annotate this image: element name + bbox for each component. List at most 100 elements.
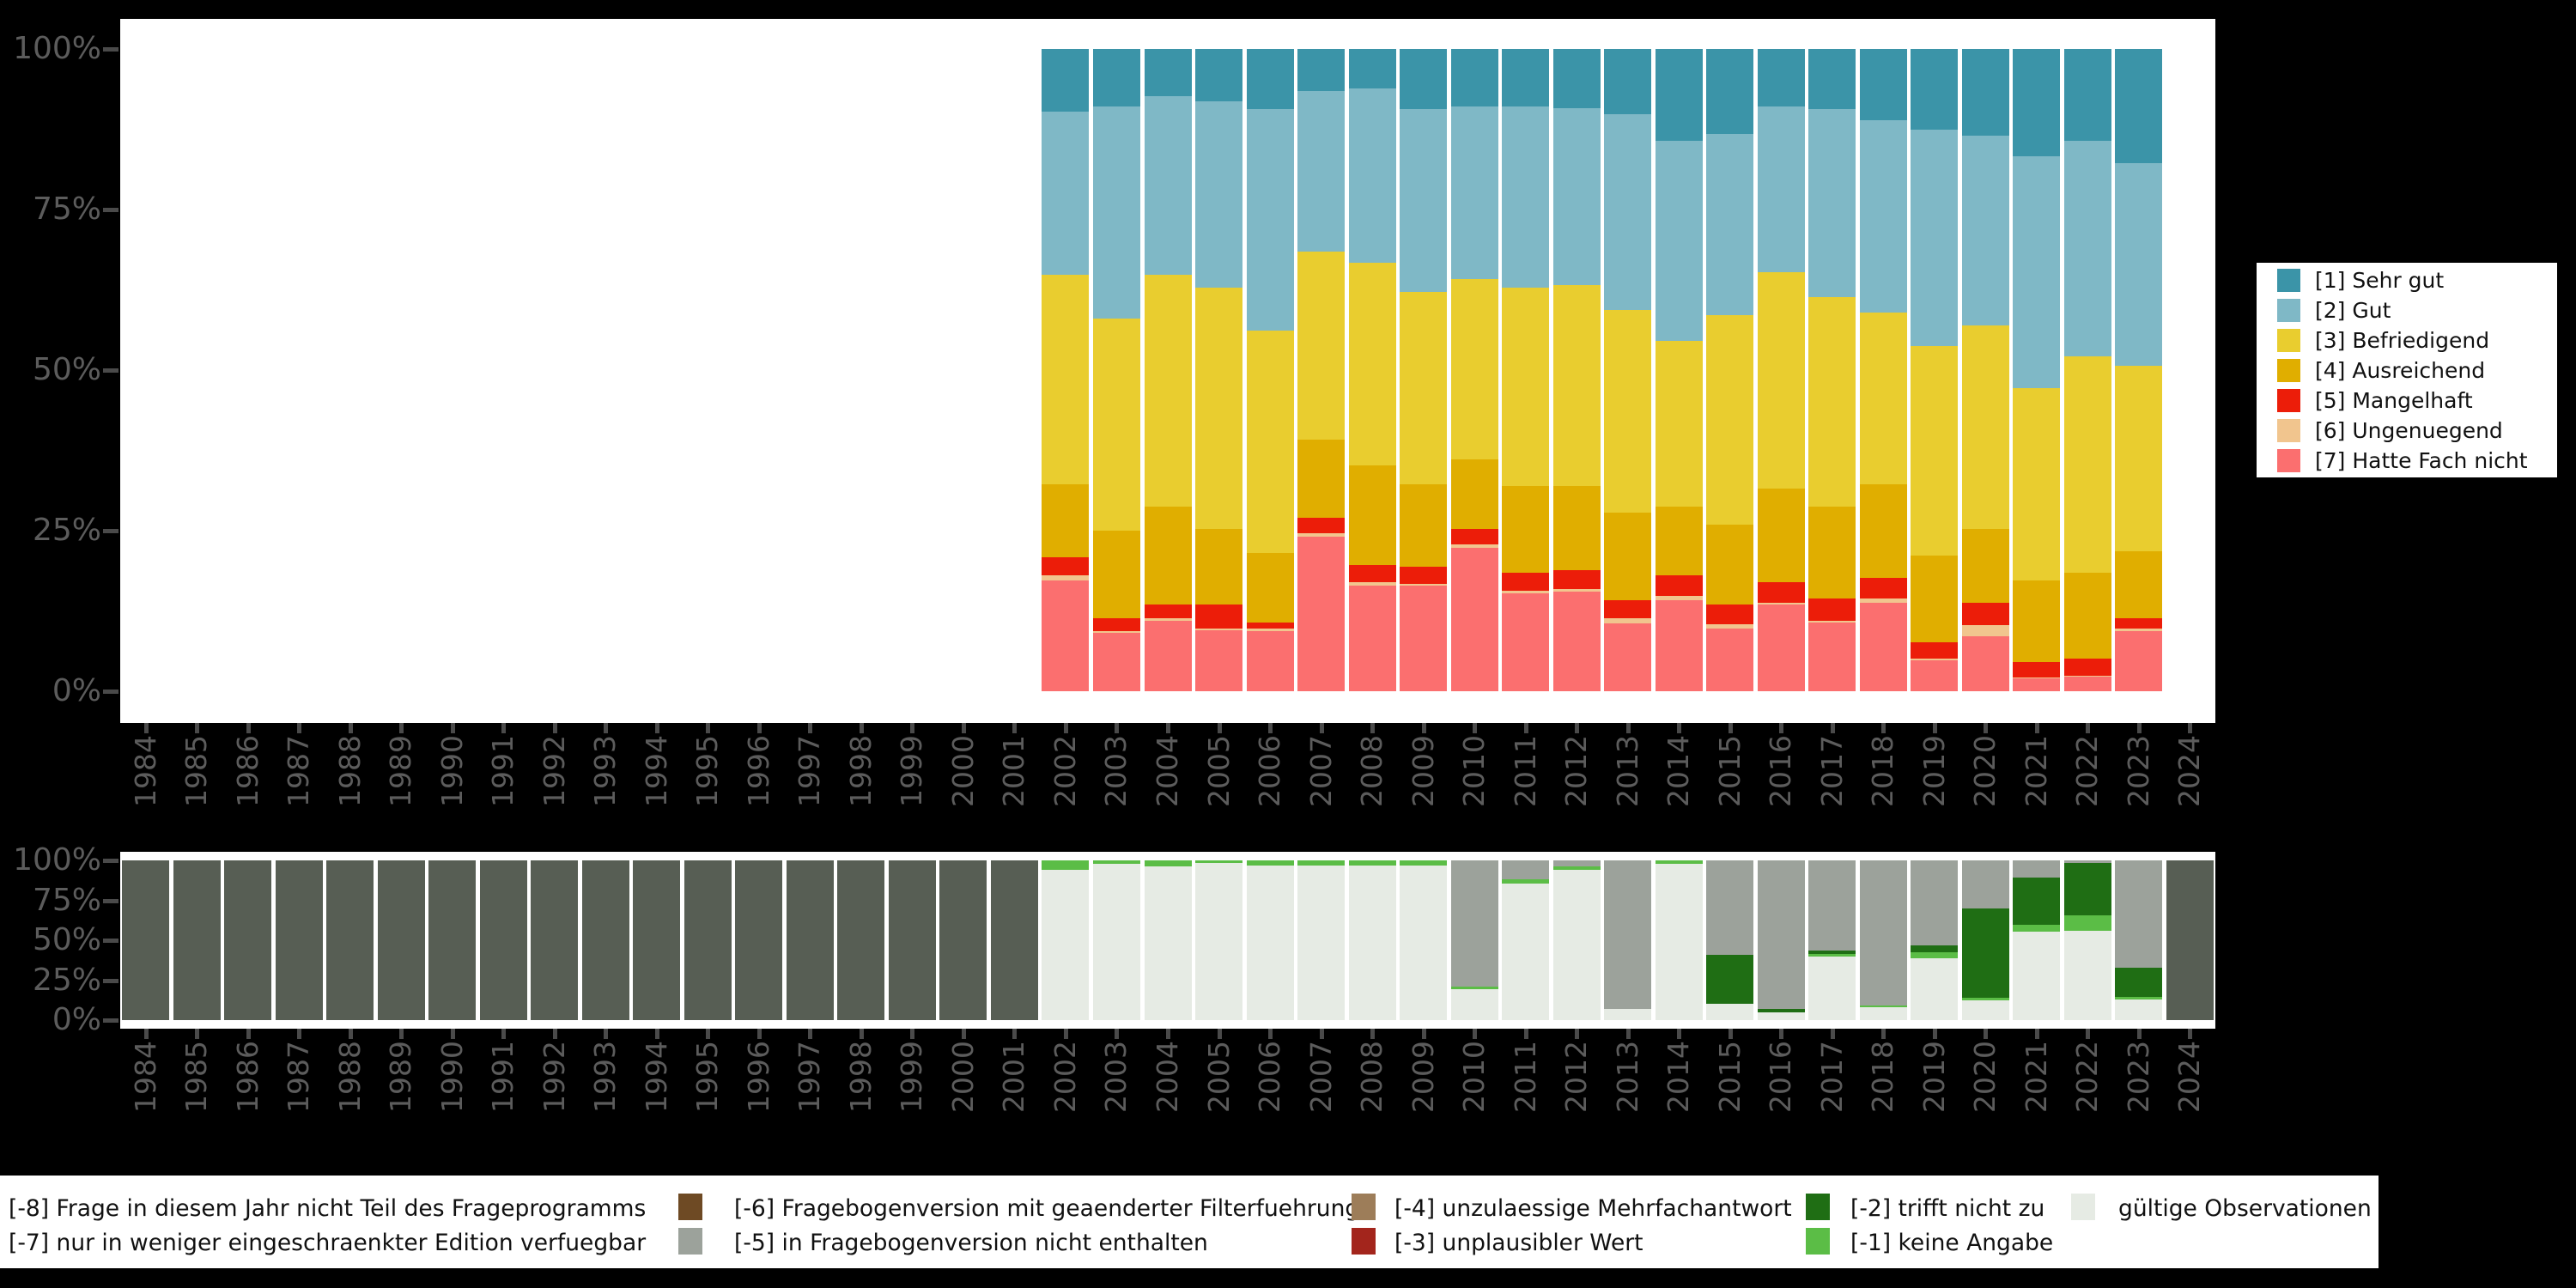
bar-segment bbox=[1655, 506, 1703, 576]
x-axis-label: 2019 bbox=[1917, 735, 1951, 807]
x-axis-tick bbox=[246, 1029, 251, 1039]
x-axis-tick bbox=[1984, 723, 1989, 733]
bar-segment bbox=[1502, 287, 1550, 487]
x-axis-tick bbox=[1932, 723, 1937, 733]
x-axis-label: 1997 bbox=[793, 735, 827, 807]
legend-item: [7] Hatte Fach nicht bbox=[2277, 448, 2557, 473]
y-axis-tick bbox=[103, 859, 118, 863]
bar-segment bbox=[1400, 109, 1448, 293]
x-axis-label: 1992 bbox=[537, 735, 571, 807]
x-axis-label: 2014 bbox=[1662, 735, 1696, 807]
x-axis-label: 1987 bbox=[282, 1041, 316, 1113]
x-axis-label: 2011 bbox=[1508, 1041, 1542, 1113]
x-axis-tick bbox=[1370, 723, 1376, 733]
bar-segment bbox=[633, 860, 681, 1020]
bar-segment bbox=[1757, 860, 1805, 1009]
bar-segment bbox=[1195, 288, 1242, 529]
legend-swatch bbox=[2277, 358, 2300, 382]
x-axis-tick bbox=[706, 723, 711, 733]
x-axis-label: 2018 bbox=[1866, 735, 1900, 807]
x-axis-label: 2010 bbox=[1457, 1041, 1492, 1113]
x-axis-tick bbox=[501, 723, 507, 733]
x-axis-tick bbox=[910, 1029, 915, 1039]
bar-segment bbox=[1706, 629, 1754, 691]
x-axis-label: 1987 bbox=[282, 735, 316, 807]
x-axis-tick bbox=[654, 723, 659, 733]
y-axis-tick bbox=[103, 939, 118, 943]
bar-segment bbox=[1859, 120, 1907, 313]
legend-swatch bbox=[2277, 298, 2300, 322]
x-axis-label: 1998 bbox=[843, 1041, 878, 1113]
x-axis-tick bbox=[1166, 1029, 1170, 1039]
bar-segment bbox=[1348, 465, 1396, 565]
x-axis-tick bbox=[552, 723, 557, 733]
legend-label: [-5] in Fragebogenversion nicht enthalte… bbox=[734, 1230, 1208, 1256]
bar-segment bbox=[2115, 365, 2163, 551]
bar-segment bbox=[1808, 507, 1856, 598]
bar-segment bbox=[1092, 863, 1140, 1020]
bar-segment bbox=[1450, 986, 1498, 989]
bar-segment bbox=[2013, 580, 2061, 663]
x-axis-label: 1993 bbox=[588, 1041, 623, 1113]
x-axis-label: 2001 bbox=[997, 735, 1031, 807]
x-axis-label: 1985 bbox=[179, 735, 214, 807]
bar-segment bbox=[1808, 951, 1856, 954]
bar-segment bbox=[1195, 862, 1242, 1020]
x-axis-tick bbox=[1319, 723, 1324, 733]
bar-segment bbox=[1961, 49, 2009, 136]
x-axis-tick bbox=[1319, 1029, 1324, 1039]
bar-segment bbox=[1450, 459, 1498, 529]
bar-segment bbox=[1297, 439, 1346, 519]
bar-segment bbox=[1604, 113, 1652, 310]
x-axis-tick bbox=[2034, 1029, 2039, 1039]
x-axis-tick bbox=[1217, 723, 1222, 733]
y-axis-label: 25% bbox=[32, 513, 101, 548]
x-axis-label: 1992 bbox=[537, 1041, 571, 1113]
legend-label: [6] Ungenuegend bbox=[2315, 417, 2503, 443]
x-axis-label: 2024 bbox=[2172, 735, 2207, 807]
bar-segment bbox=[1502, 106, 1550, 288]
x-axis-label: 2009 bbox=[1406, 735, 1440, 807]
bar-segment bbox=[1348, 581, 1396, 586]
bar-segment bbox=[1808, 598, 1856, 621]
x-axis-label: 2016 bbox=[1764, 735, 1798, 807]
x-axis-label: 2014 bbox=[1662, 1041, 1696, 1113]
x-axis-tick bbox=[2034, 723, 2039, 733]
x-axis-tick bbox=[1268, 723, 1273, 733]
x-axis-label: 2007 bbox=[1303, 735, 1338, 807]
legend-label: [7] Hatte Fach nicht bbox=[2315, 447, 2528, 473]
bar-segment bbox=[2115, 999, 2163, 1020]
bar-segment bbox=[1092, 860, 1140, 864]
x-axis-label: 2006 bbox=[1253, 1041, 1287, 1113]
x-axis-label: 2004 bbox=[1151, 1041, 1184, 1113]
bar-segment bbox=[1911, 658, 1959, 661]
x-axis-label: 2018 bbox=[1866, 1041, 1900, 1113]
bar-segment bbox=[1911, 49, 1959, 130]
legend-swatch bbox=[2277, 448, 2300, 472]
bar-segment bbox=[1604, 623, 1652, 691]
bar-segment bbox=[1042, 575, 1090, 580]
bar-segment bbox=[1502, 49, 1550, 107]
x-axis-tick bbox=[1166, 723, 1170, 733]
x-axis-tick bbox=[297, 723, 302, 733]
bar-segment bbox=[1348, 49, 1396, 89]
bar-segment bbox=[2013, 49, 2061, 156]
legend-swatch bbox=[2277, 328, 2300, 352]
y-axis-tick bbox=[103, 690, 118, 694]
bar-segment bbox=[1144, 617, 1192, 622]
legend-item: [3] Befriedigend bbox=[2277, 328, 2557, 353]
x-axis-tick bbox=[143, 723, 149, 733]
x-axis-label: 2020 bbox=[1968, 735, 2002, 807]
x-axis-tick bbox=[1063, 1029, 1068, 1039]
bar-segment bbox=[1144, 605, 1192, 618]
bar-segment bbox=[1859, 1005, 1907, 1008]
bar-segment bbox=[1757, 1012, 1805, 1020]
bar-segment bbox=[1655, 49, 1703, 141]
x-axis-tick bbox=[808, 723, 813, 733]
x-axis-tick bbox=[1575, 1029, 1580, 1039]
legend-label: [-1] keine Angabe bbox=[1850, 1230, 2054, 1256]
legend-label: gültige Observationen bbox=[2118, 1195, 2372, 1222]
bar-segment bbox=[2115, 629, 2163, 631]
bar-segment bbox=[1195, 605, 1242, 629]
x-axis-label: 2000 bbox=[945, 735, 980, 807]
